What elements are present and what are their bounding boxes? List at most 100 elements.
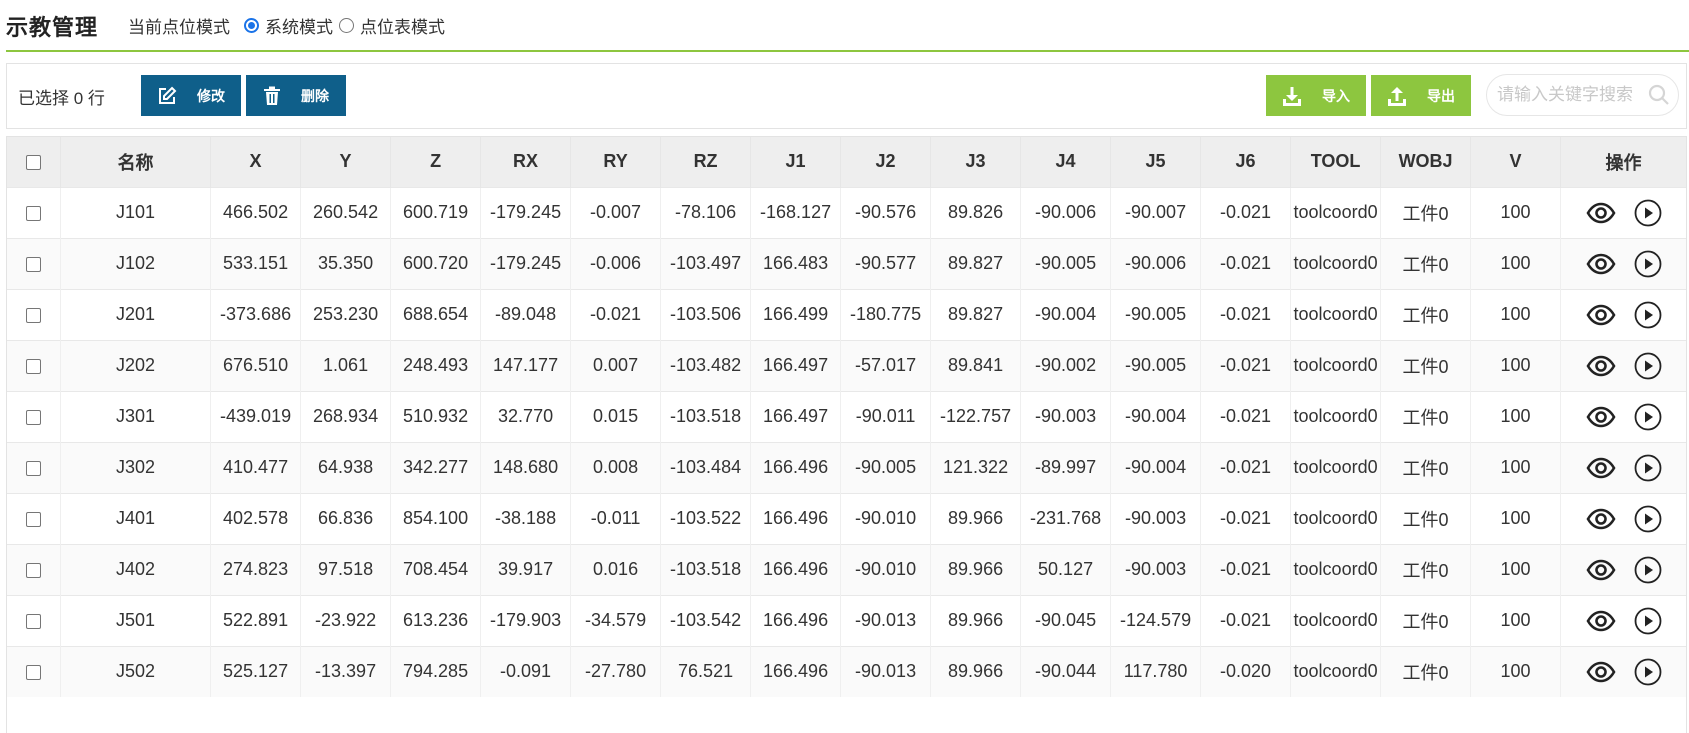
row-checkbox[interactable] <box>26 511 42 527</box>
row-checkbox[interactable] <box>26 665 42 680</box>
cell-ry: -0.011 <box>570 492 662 544</box>
import-button[interactable]: 导入 <box>1266 75 1366 116</box>
cell-name: J101 <box>60 186 212 238</box>
cell-v: 100 <box>1470 390 1562 442</box>
cell-j1: 166.496 <box>750 441 842 493</box>
eye-icon[interactable] <box>1586 304 1616 326</box>
play-icon[interactable] <box>1634 505 1662 533</box>
eye-icon[interactable] <box>1586 355 1616 377</box>
cell-wobj: 工件0 <box>1380 288 1472 340</box>
cell-tool: toolcoord0 <box>1290 339 1382 391</box>
play-icon[interactable] <box>1634 403 1662 431</box>
cell-v: 100 <box>1470 186 1562 238</box>
system-mode-radio-dot[interactable] <box>244 17 260 33</box>
page-title: 示教管理 <box>6 15 99 40</box>
cell-v: 100 <box>1470 288 1562 340</box>
point-table-mode-radio[interactable]: 点位表模式 <box>339 13 445 38</box>
row-checkbox[interactable] <box>26 562 42 578</box>
cell-j5: -90.004 <box>1110 390 1202 442</box>
cell-wobj: 工件0 <box>1380 594 1472 646</box>
row-select-cell <box>7 543 62 595</box>
cell-j5: -90.003 <box>1110 492 1202 544</box>
table-row[interactable]: J101 466.502 260.542 600.719 -179.245 -0.007-… <box>7 186 1686 238</box>
cell-name: J501 <box>60 594 212 646</box>
eye-icon[interactable] <box>1586 406 1616 428</box>
cell-z: 510.932 <box>390 390 482 442</box>
search-icon[interactable] <box>1648 84 1670 106</box>
row-actions <box>1560 186 1686 238</box>
play-icon[interactable] <box>1634 352 1662 380</box>
cell-x: 676.510 <box>210 339 302 391</box>
eye-icon[interactable] <box>1586 661 1616 683</box>
cell-j6: -0.021 <box>1200 288 1292 340</box>
cell-j6: -0.021 <box>1200 594 1292 646</box>
play-icon[interactable] <box>1634 250 1662 278</box>
row-select-cell <box>7 492 62 544</box>
cell-j1: 166.497 <box>750 390 842 442</box>
cell-j2: -90.011 <box>840 390 932 442</box>
play-icon[interactable] <box>1634 556 1662 584</box>
cell-j4: -231.768 <box>1020 492 1112 544</box>
search-input[interactable] <box>1497 85 1645 105</box>
table-row[interactable]: J302 410.477 64.938 342.277 148.680 0.008 -103… <box>7 441 1686 493</box>
table-row[interactable]: J301 -439.019 268.934 510.932 32.770 0.015 -10… <box>7 390 1686 442</box>
table-row[interactable]: J401 402.578 66.836 854.100 -38.188 -0.011 -10… <box>7 492 1686 544</box>
cell-rz: -103.542 <box>660 594 752 646</box>
row-checkbox[interactable] <box>26 307 42 323</box>
cell-rz: -103.482 <box>660 339 752 391</box>
table-row[interactable]: J502 525.127 -13.397 794.285 -0.091 -27.780 76… <box>7 645 1686 697</box>
cell-j6: -0.021 <box>1200 492 1292 544</box>
row-actions <box>1560 339 1686 391</box>
play-icon[interactable] <box>1634 301 1662 329</box>
cell-j3: 89.966 <box>930 492 1022 544</box>
select-all-checkbox[interactable] <box>26 155 42 170</box>
eye-icon[interactable] <box>1586 253 1616 275</box>
search-box[interactable] <box>1486 74 1679 116</box>
cell-j4: -90.004 <box>1020 288 1112 340</box>
export-button[interactable]: 导出 <box>1371 75 1471 116</box>
point-table-mode-label: 点位表模式 <box>360 17 446 37</box>
eye-icon[interactable] <box>1586 610 1616 632</box>
eye-icon[interactable] <box>1586 508 1616 530</box>
row-checkbox[interactable] <box>26 256 42 272</box>
row-checkbox[interactable] <box>26 460 42 476</box>
table-row[interactable]: J201 -373.686 253.230 688.654 -89.048 -0.021-… <box>7 288 1686 340</box>
cell-j3: 89.827 <box>930 288 1022 340</box>
cell-rx: -0.091 <box>480 645 572 697</box>
cell-name: J401 <box>60 492 212 544</box>
system-mode-radio[interactable]: 系统模式 <box>244 13 333 38</box>
cell-tool: toolcoord0 <box>1290 543 1382 595</box>
table-row[interactable]: J501 522.891 -23.922 613.236 -179.903 -34.579… <box>7 594 1686 646</box>
table-row[interactable]: J402 274.823 97.518 708.454 39.917 0.016 -103.… <box>7 543 1686 595</box>
col-header-y: Y <box>300 137 392 187</box>
point-table-mode-radio-dot[interactable] <box>339 17 355 33</box>
eye-icon[interactable] <box>1586 559 1616 581</box>
cell-name: J202 <box>60 339 212 391</box>
cell-j4: -90.003 <box>1020 390 1112 442</box>
cell-tool: toolcoord0 <box>1290 492 1382 544</box>
row-checkbox[interactable] <box>26 205 42 221</box>
cell-j2: -90.576 <box>840 186 932 238</box>
export-button-label: 导出 <box>1427 87 1455 104</box>
cell-wobj: 工件0 <box>1380 441 1472 493</box>
table-row[interactable]: J102 533.151 35.350 600.720 -179.245 -0.006 -1… <box>7 237 1686 289</box>
cell-x: -373.686 <box>210 288 302 340</box>
row-checkbox[interactable] <box>26 409 42 425</box>
col-header-ry: RY <box>570 137 662 187</box>
edit-button[interactable]: 修改 <box>141 75 241 116</box>
play-icon[interactable] <box>1634 199 1662 227</box>
cell-y: -23.922 <box>300 594 392 646</box>
cell-j6: -0.021 <box>1200 339 1292 391</box>
row-checkbox[interactable] <box>26 613 42 629</box>
eye-icon[interactable] <box>1586 457 1616 479</box>
col-header-actions: 操作 <box>1560 137 1686 187</box>
eye-icon[interactable] <box>1586 202 1616 224</box>
play-icon[interactable] <box>1634 607 1662 635</box>
play-icon[interactable] <box>1634 658 1662 686</box>
cell-y: 1.061 <box>300 339 392 391</box>
row-checkbox[interactable] <box>26 358 42 374</box>
play-icon[interactable] <box>1634 454 1662 482</box>
import-button-label: 导入 <box>1322 87 1350 104</box>
delete-button[interactable]: 删除 <box>246 75 346 116</box>
table-row[interactable]: J202 676.510 1.061 248.493 147.177 0.007 -103.… <box>7 339 1686 391</box>
